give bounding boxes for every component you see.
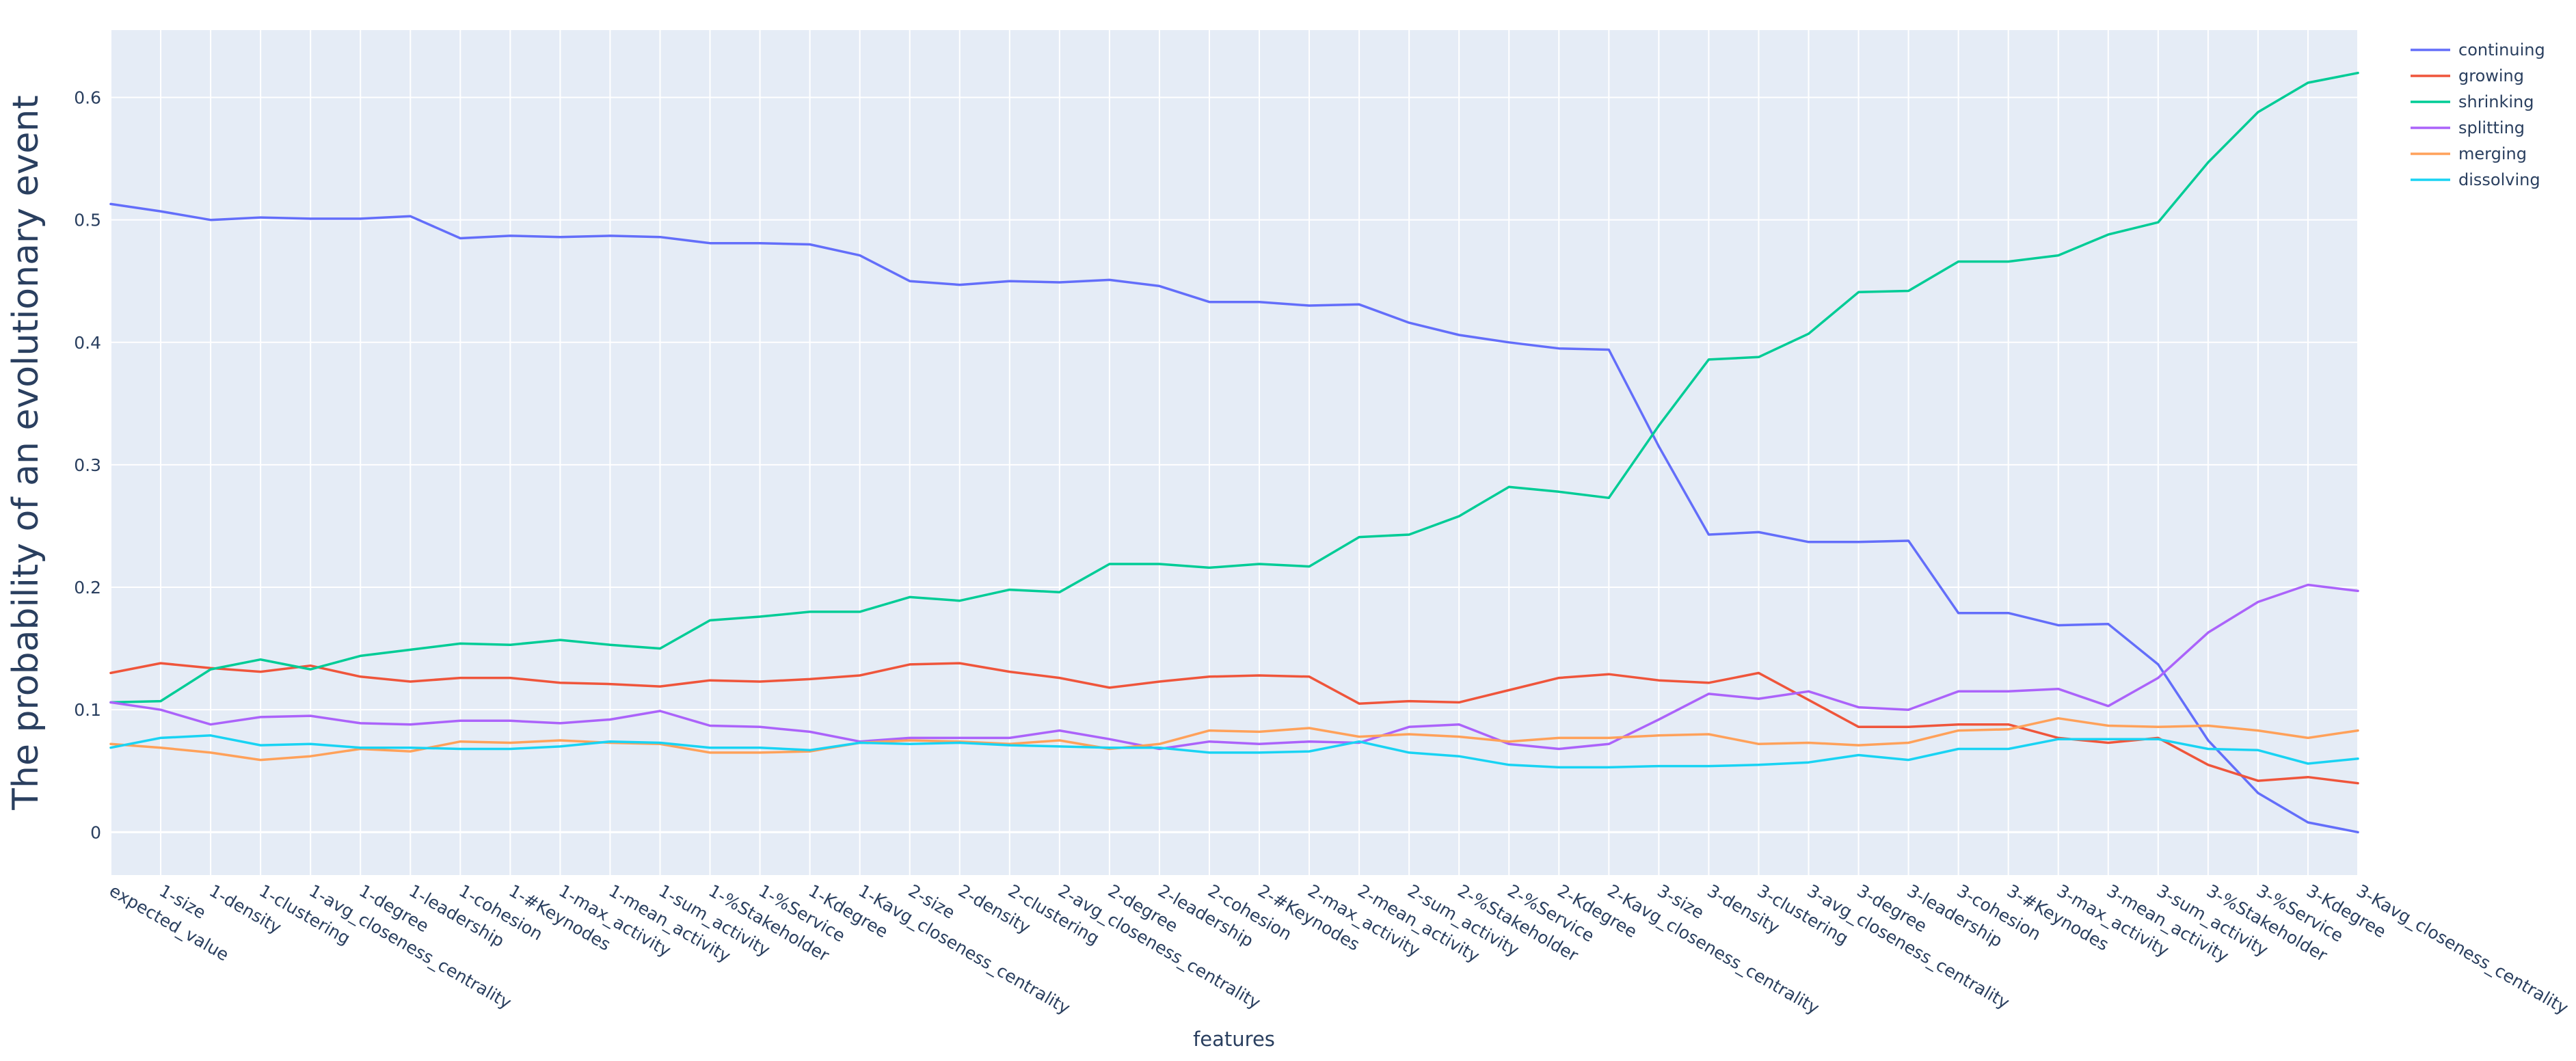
y-tick-label: 0.2 [74,578,101,597]
y-axis-title: The probability of an evolutionary event [5,95,46,810]
y-tick-label: 0 [90,822,101,842]
x-axis-ticks: expected_value1-size1-density1-clusterin… [106,881,2572,1018]
y-tick-label: 0.6 [74,88,101,108]
legend[interactable]: continuing growing shrinking splitting mergi… [2411,40,2545,189]
legend-item-dissolving[interactable]: dissolving [2411,170,2540,189]
y-tick-label: 0.5 [74,211,101,230]
legend-label: growing [2458,66,2524,85]
series-line-merging [109,716,2359,762]
legend-label: continuing [2458,40,2545,59]
y-tick-label: 0.3 [74,455,101,475]
legend-label: shrinking [2458,92,2534,111]
series-line-splitting [109,583,2359,751]
y-tick-label: 0.4 [74,333,101,353]
series-lines [109,71,2359,834]
legend-item-growing[interactable]: growing [2411,66,2524,85]
series-line-shrinking [109,71,2359,704]
legend-label: merging [2458,144,2527,163]
x-axis-title: features [1193,1028,1275,1051]
y-axis-ticks: 0 0.1 0.2 0.3 0.4 0.5 0.6 [74,88,101,843]
series-line-growing [109,662,2359,785]
y-tick-label: 0.1 [74,700,101,720]
x-gridlines [110,30,2359,875]
y-gridlines [111,96,2358,833]
plot-background [111,30,2358,875]
series-line-continuing [109,202,2359,834]
legend-label: splitting [2458,118,2525,137]
legend-label: dissolving [2458,170,2540,189]
legend-item-merging[interactable]: merging [2411,144,2527,163]
series-line-dissolving [109,734,2359,769]
x-tick-label: 3-Kavg_closeness_centrality [2353,881,2572,1018]
legend-item-shrinking[interactable]: shrinking [2411,92,2534,111]
legend-item-splitting[interactable]: splitting [2411,118,2525,137]
legend-item-continuing[interactable]: continuing [2411,40,2545,59]
